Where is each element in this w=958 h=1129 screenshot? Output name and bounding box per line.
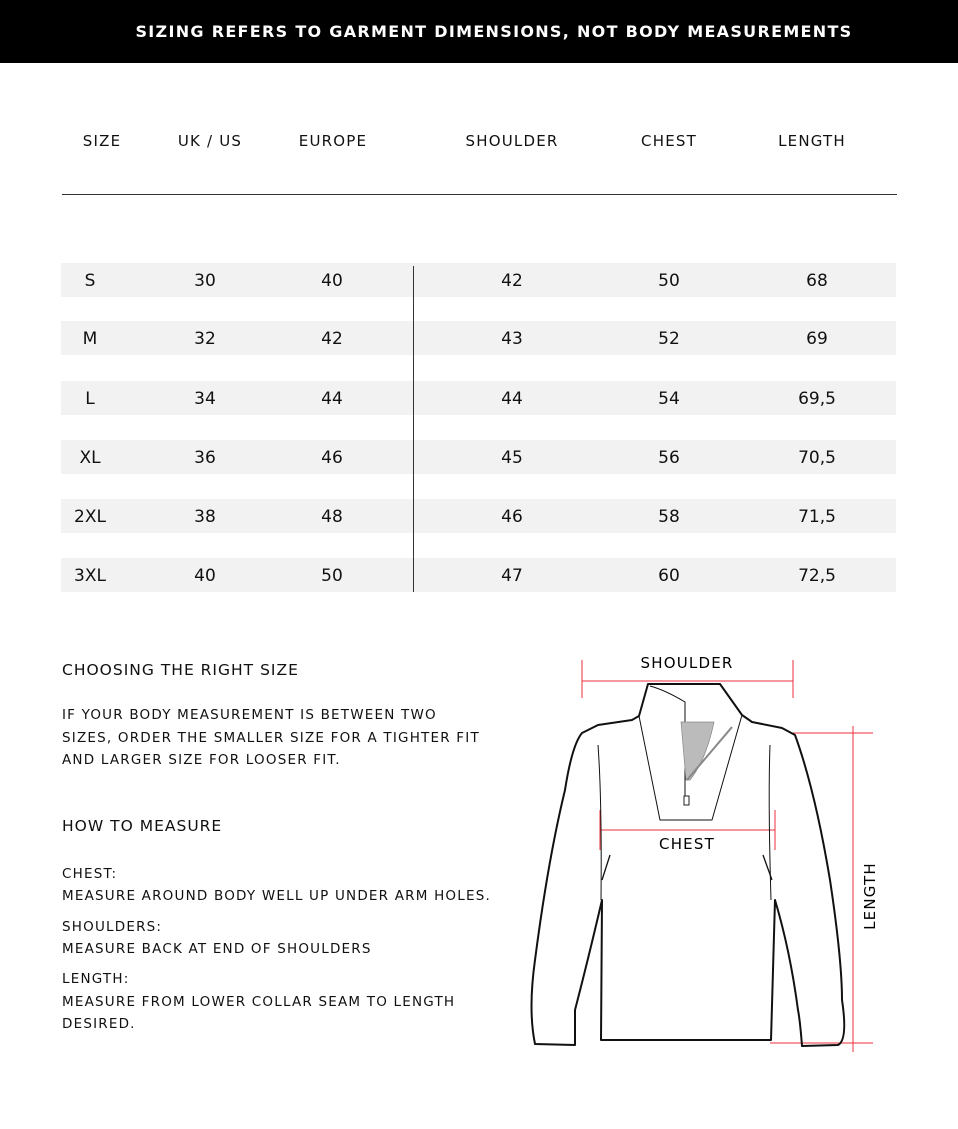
chest-diagram-label: CHEST [659, 835, 715, 853]
cell-europe: 42 [321, 329, 343, 349]
cell-uk-us: 40 [194, 566, 216, 586]
zipper-icon [686, 726, 733, 781]
choosing-line: SIZES, ORDER THE SMALLER SIZE FOR A TIGH… [62, 729, 480, 746]
chest-text: MEASURE AROUND BODY WELL UP UNDER ARM HO… [62, 888, 491, 904]
sweater-outline [530, 683, 846, 1047]
cell-size: M [82, 329, 98, 349]
cell-size: L [85, 389, 95, 409]
cell-chest: 54 [658, 389, 680, 409]
cell-chest: 56 [658, 448, 680, 468]
measure-lines [581, 660, 873, 1052]
sizing-banner: SIZING REFERS TO GARMENT DIMENSIONS, NOT… [0, 0, 958, 63]
cell-uk-us: 38 [194, 507, 216, 527]
header-uk-us: UK / US [177, 132, 243, 150]
table-row: L 34 44 44 54 69,5 [61, 381, 896, 415]
cell-size: 3XL [74, 566, 106, 586]
cell-shoulder: 44 [501, 389, 523, 409]
table-row: XL 36 46 45 56 70,5 [61, 440, 896, 474]
cell-chest: 58 [658, 507, 680, 527]
table-row: 2XL 38 48 46 58 71,5 [61, 499, 896, 533]
table-row: M 32 42 43 52 69 [61, 321, 896, 355]
length-diagram-label: LENGTH [861, 862, 879, 930]
choosing-line: AND LARGER SIZE FOR LOOSER FIT. [62, 752, 341, 768]
cell-uk-us: 36 [194, 448, 216, 468]
cell-shoulder: 42 [501, 271, 523, 291]
shoulder-label: SHOULDER [641, 654, 734, 672]
cell-uk-us: 30 [194, 271, 216, 291]
cell-shoulder: 43 [501, 329, 523, 349]
column-divider [413, 266, 414, 592]
header-size: SIZE [82, 132, 122, 150]
header-shoulder: SHOULDER [465, 132, 559, 150]
cell-shoulder: 46 [501, 507, 523, 527]
cell-shoulder: 45 [501, 448, 523, 468]
length-text: MEASURE FROM LOWER COLLAR SEAM TO LENGTH [62, 994, 456, 1010]
cell-europe: 44 [321, 389, 343, 409]
cell-uk-us: 32 [194, 329, 216, 349]
cell-length: 69 [806, 329, 828, 349]
cell-length: 70,5 [798, 448, 836, 468]
cell-shoulder: 47 [501, 566, 523, 586]
cell-europe: 40 [321, 271, 343, 291]
cell-chest: 52 [658, 329, 680, 349]
header-chest: CHEST [641, 132, 697, 150]
header-europe: EUROPE [298, 132, 368, 150]
cell-length: 68 [806, 271, 828, 291]
choosing-title: CHOOSING THE RIGHT SIZE [62, 661, 299, 679]
length-label: LENGTH: [62, 971, 130, 987]
shoulders-text: MEASURE BACK AT END OF SHOULDERS [62, 941, 372, 957]
table-row: 3XL 40 50 47 60 72,5 [61, 558, 896, 592]
zipper-shading [680, 721, 715, 781]
table-row: S 30 40 42 50 68 [61, 263, 896, 297]
cell-length: 69,5 [798, 389, 836, 409]
cell-size: 2XL [74, 507, 106, 527]
choosing-text: IF YOUR BODY MEASUREMENT IS BETWEEN TWO … [62, 704, 480, 772]
cell-chest: 60 [658, 566, 680, 586]
cell-europe: 50 [321, 566, 343, 586]
cell-length: 71,5 [798, 507, 836, 527]
cell-size: S [84, 271, 96, 291]
cell-uk-us: 34 [194, 389, 216, 409]
chest-label: CHEST: [62, 866, 118, 882]
shoulders-label: SHOULDERS: [62, 919, 163, 935]
header-divider [62, 194, 897, 195]
cell-length: 72,5 [798, 566, 836, 586]
cell-europe: 48 [321, 507, 343, 527]
choosing-line: IF YOUR BODY MEASUREMENT IS BETWEEN TWO [62, 707, 437, 723]
header-length: LENGTH [778, 132, 846, 150]
cell-europe: 46 [321, 448, 343, 468]
cell-size: XL [79, 448, 101, 468]
cell-chest: 50 [658, 271, 680, 291]
how-to-measure-title: HOW TO MEASURE [62, 817, 223, 835]
zipper-pull-icon [683, 795, 690, 806]
length-text: DESIRED. [62, 1016, 136, 1032]
